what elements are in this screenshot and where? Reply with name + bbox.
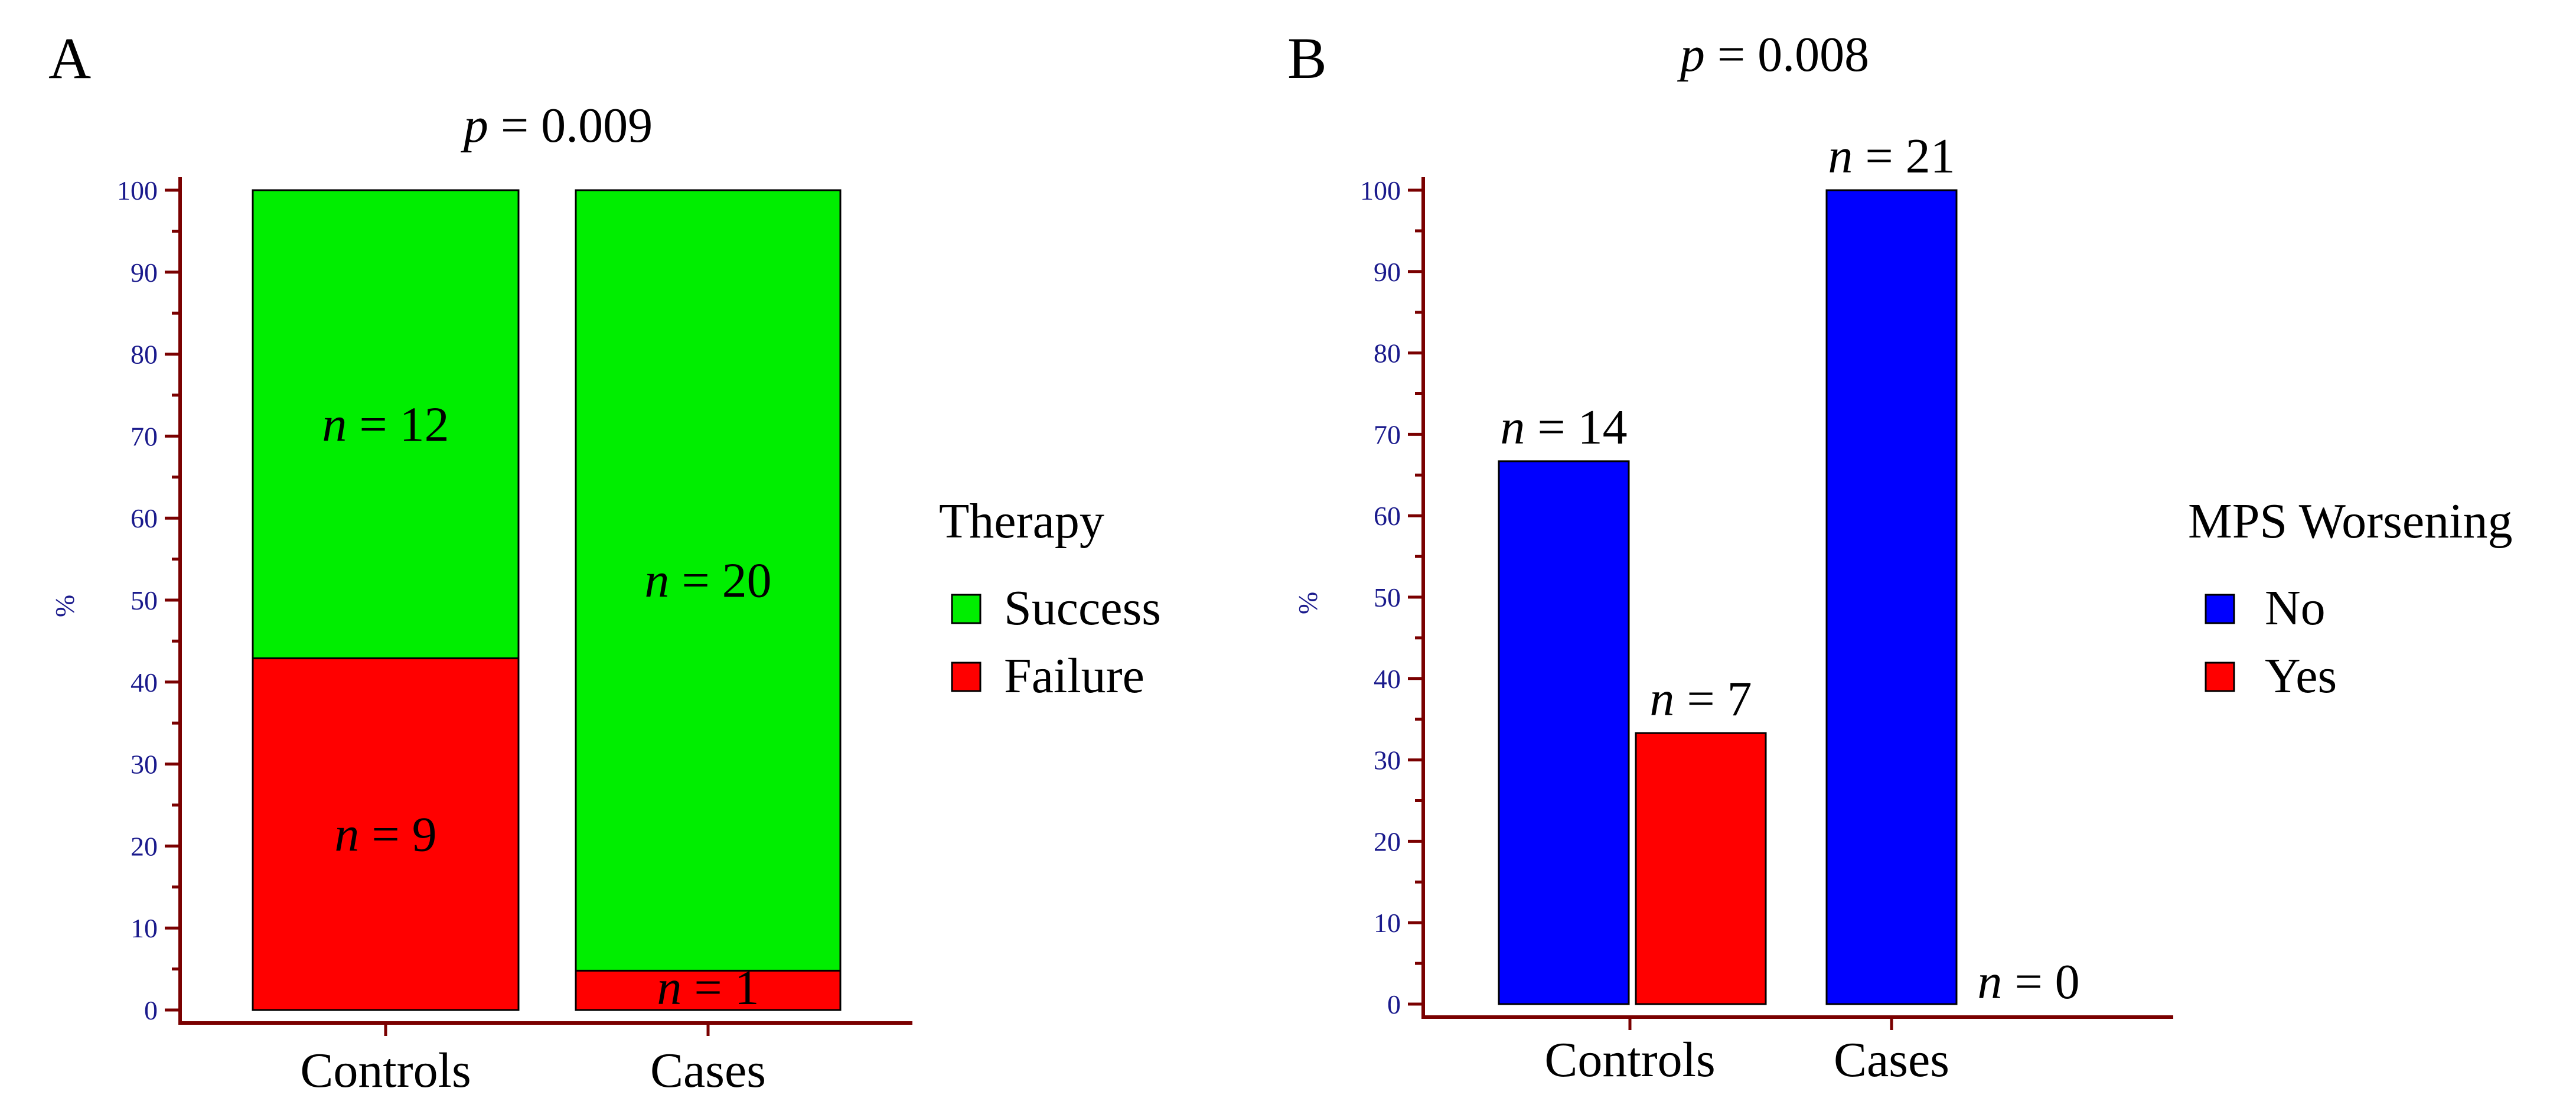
y-tick-label: 0 — [1387, 989, 1401, 1019]
count-label-success-controls: n = 12 — [322, 397, 449, 452]
x-category-label: Controls — [1544, 1032, 1715, 1087]
legend-swatch-yes — [2205, 662, 2235, 692]
count-label-yes-cases: n = 0 — [1977, 954, 2079, 1009]
x-category-label: Controls — [300, 1043, 471, 1098]
bar-success-controls — [252, 189, 520, 660]
count-label-yes-controls: n = 7 — [1649, 672, 1752, 726]
count-label-failure-controls: n = 9 — [334, 807, 436, 862]
y-tick-label: 100 — [1360, 175, 1401, 206]
y-tick-label: 90 — [131, 258, 158, 288]
y-tick-label: 40 — [1374, 664, 1401, 694]
bar-failure-controls — [252, 657, 520, 1011]
y-axis-label: % — [1293, 592, 1323, 614]
legend-swatch-failure — [951, 662, 982, 692]
bar-no-cases — [1825, 189, 1958, 1005]
legend-swatch-no — [2205, 594, 2235, 624]
panel-label: B — [1287, 25, 1327, 91]
y-tick-label: 50 — [131, 585, 158, 615]
legend-label-success: Success — [1004, 581, 1161, 636]
p-value-label: p = 0.009 — [461, 98, 653, 153]
y-tick-label: 90 — [1374, 257, 1401, 287]
count-label-no-cases: n = 21 — [1828, 129, 1955, 184]
y-tick-label: 20 — [131, 831, 158, 861]
p-value-label: p = 0.008 — [1677, 27, 1869, 82]
y-tick-label: 70 — [1374, 419, 1401, 449]
legend-label-failure: Failure — [1004, 649, 1144, 703]
x-category-label: Cases — [1834, 1032, 1949, 1087]
y-tick-label: 10 — [1374, 908, 1401, 938]
count-label-success-cases: n = 20 — [644, 553, 771, 608]
bar-no-controls — [1498, 460, 1630, 1005]
legend-title: MPS Worsening — [2188, 494, 2512, 549]
count-label-no-controls: n = 14 — [1500, 400, 1627, 455]
panel-label: A — [48, 25, 91, 91]
y-tick-label: 10 — [131, 913, 158, 943]
y-tick-label: 30 — [1374, 745, 1401, 776]
bar-yes-controls — [1635, 732, 1767, 1005]
y-tick-label: 60 — [1374, 501, 1401, 531]
y-tick-label: 20 — [1374, 826, 1401, 856]
y-tick-label: 40 — [131, 667, 158, 698]
legend-swatch-success — [951, 594, 982, 624]
y-tick-label: 50 — [1374, 582, 1401, 612]
legend-label-yes: Yes — [2265, 649, 2337, 703]
bar-success-cases — [575, 189, 842, 972]
y-tick-label: 80 — [131, 340, 158, 370]
x-category-label: Cases — [650, 1043, 766, 1098]
y-tick-label: 60 — [131, 503, 158, 533]
y-tick-label: 100 — [117, 175, 158, 206]
legend-label-no: No — [2265, 581, 2326, 636]
panel-a: Ap = 0.009 0 10 20 30 40 50 60 70 80 90 100% n = 9 n … — [48, 25, 1161, 1098]
y-tick-label: 0 — [144, 995, 158, 1025]
legend-title: Therapy — [939, 494, 1104, 549]
y-axis-label: % — [50, 595, 80, 617]
y-tick-label: 80 — [1374, 338, 1401, 369]
y-tick-label: 30 — [131, 750, 158, 780]
y-tick-label: 70 — [131, 421, 158, 451]
